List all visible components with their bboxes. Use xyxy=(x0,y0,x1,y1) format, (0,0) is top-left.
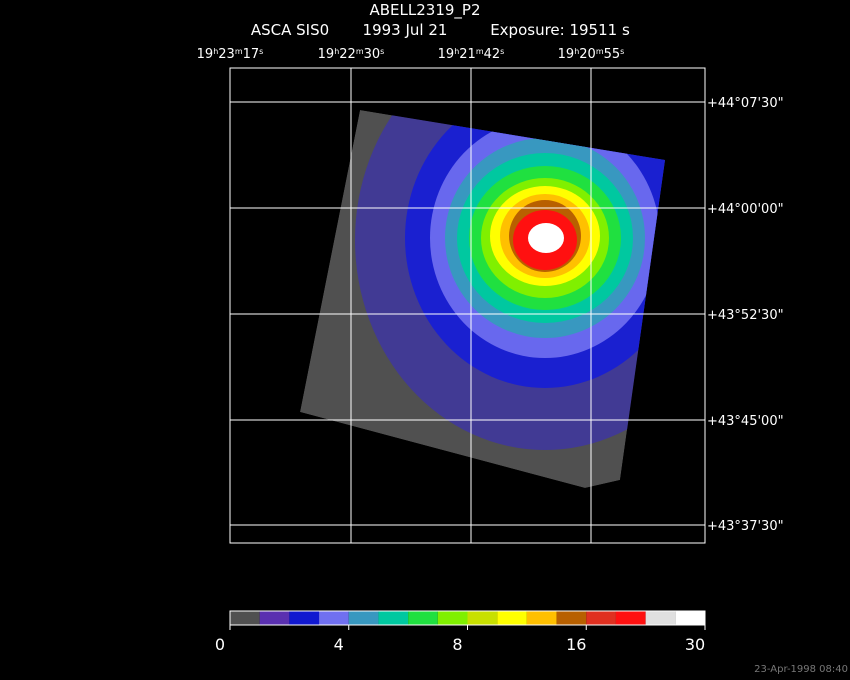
subtitle-part: 1993 Jul 21 xyxy=(363,21,448,39)
xray-image xyxy=(300,110,665,488)
colorbar-swatch xyxy=(230,611,260,625)
unit: s xyxy=(380,47,384,56)
ra-label: 19h21m42s xyxy=(438,47,505,63)
unit: s xyxy=(500,47,504,56)
unit: m xyxy=(596,47,604,56)
unit: m xyxy=(476,47,484,56)
number: 19 xyxy=(558,47,575,62)
unit: s xyxy=(620,47,624,56)
colorbar-swatch xyxy=(556,611,587,625)
number: 55 xyxy=(604,47,621,62)
colorbar-swatch xyxy=(526,611,557,625)
number: 42 xyxy=(484,47,501,62)
colorbar-swatch xyxy=(615,611,646,625)
number: 21 xyxy=(459,47,476,62)
unit: h xyxy=(454,47,459,56)
colorbar-tick-label: 0 xyxy=(215,635,225,654)
colorbar-swatch xyxy=(437,611,468,625)
dec-label: +44°07'30" xyxy=(707,96,784,111)
coordinate-grid xyxy=(229,67,706,544)
colorbar-swatch xyxy=(675,611,705,625)
colorbar-swatch xyxy=(289,611,320,625)
unit: m xyxy=(356,47,364,56)
unit: m xyxy=(235,47,243,56)
colorbar-tick-label: 8 xyxy=(452,635,462,654)
number: 22 xyxy=(339,47,356,62)
title: ABELL2319_P2 xyxy=(369,1,480,20)
number: 23 xyxy=(218,47,235,62)
number: 19 xyxy=(438,47,455,62)
number: 30 xyxy=(364,47,381,62)
dec-label: +43°37'30" xyxy=(707,519,784,534)
colorbar-tick-label: 30 xyxy=(685,635,705,654)
colorbar-swatch xyxy=(378,611,409,625)
number: 17 xyxy=(243,47,260,62)
colorbar-swatch xyxy=(408,611,438,625)
number: 20 xyxy=(579,47,596,62)
colorbar-tick-label: 16 xyxy=(566,635,586,654)
timestamp: 23-Apr-1998 08:40 xyxy=(754,664,848,675)
colorbar-swatch xyxy=(319,611,349,625)
unit: s xyxy=(259,47,263,56)
subtitle-part: Exposure: 19511 s xyxy=(490,21,630,39)
colorbar-swatch xyxy=(467,611,498,625)
colorbar-swatch xyxy=(348,611,379,625)
subtitle-part: ASCA SIS0 xyxy=(251,21,329,39)
unit: h xyxy=(574,47,579,56)
colorbar-swatch xyxy=(497,611,527,625)
subtitle: ASCA SIS0 1993 Jul 21 Exposure: 19511 s xyxy=(251,21,630,39)
colorbar-swatch xyxy=(259,611,290,625)
ra-label: 19h22m30s xyxy=(318,47,385,63)
dec-label: +43°52'30" xyxy=(707,308,784,323)
ra-label: 19h20m55s xyxy=(558,47,625,63)
colorbar-swatch xyxy=(645,611,676,625)
unit: h xyxy=(213,47,218,56)
colorbar-swatch xyxy=(586,611,616,625)
number: 19 xyxy=(197,47,214,62)
dec-label: +43°45'00" xyxy=(707,414,784,429)
colorbar: 0 4 8 16 30 xyxy=(215,610,706,654)
dec-label: +44°00'00" xyxy=(707,202,784,217)
ra-label: 19h23m17s xyxy=(197,47,264,63)
colorbar-tick-label: 4 xyxy=(334,635,344,654)
number: 19 xyxy=(318,47,335,62)
unit: h xyxy=(334,47,339,56)
